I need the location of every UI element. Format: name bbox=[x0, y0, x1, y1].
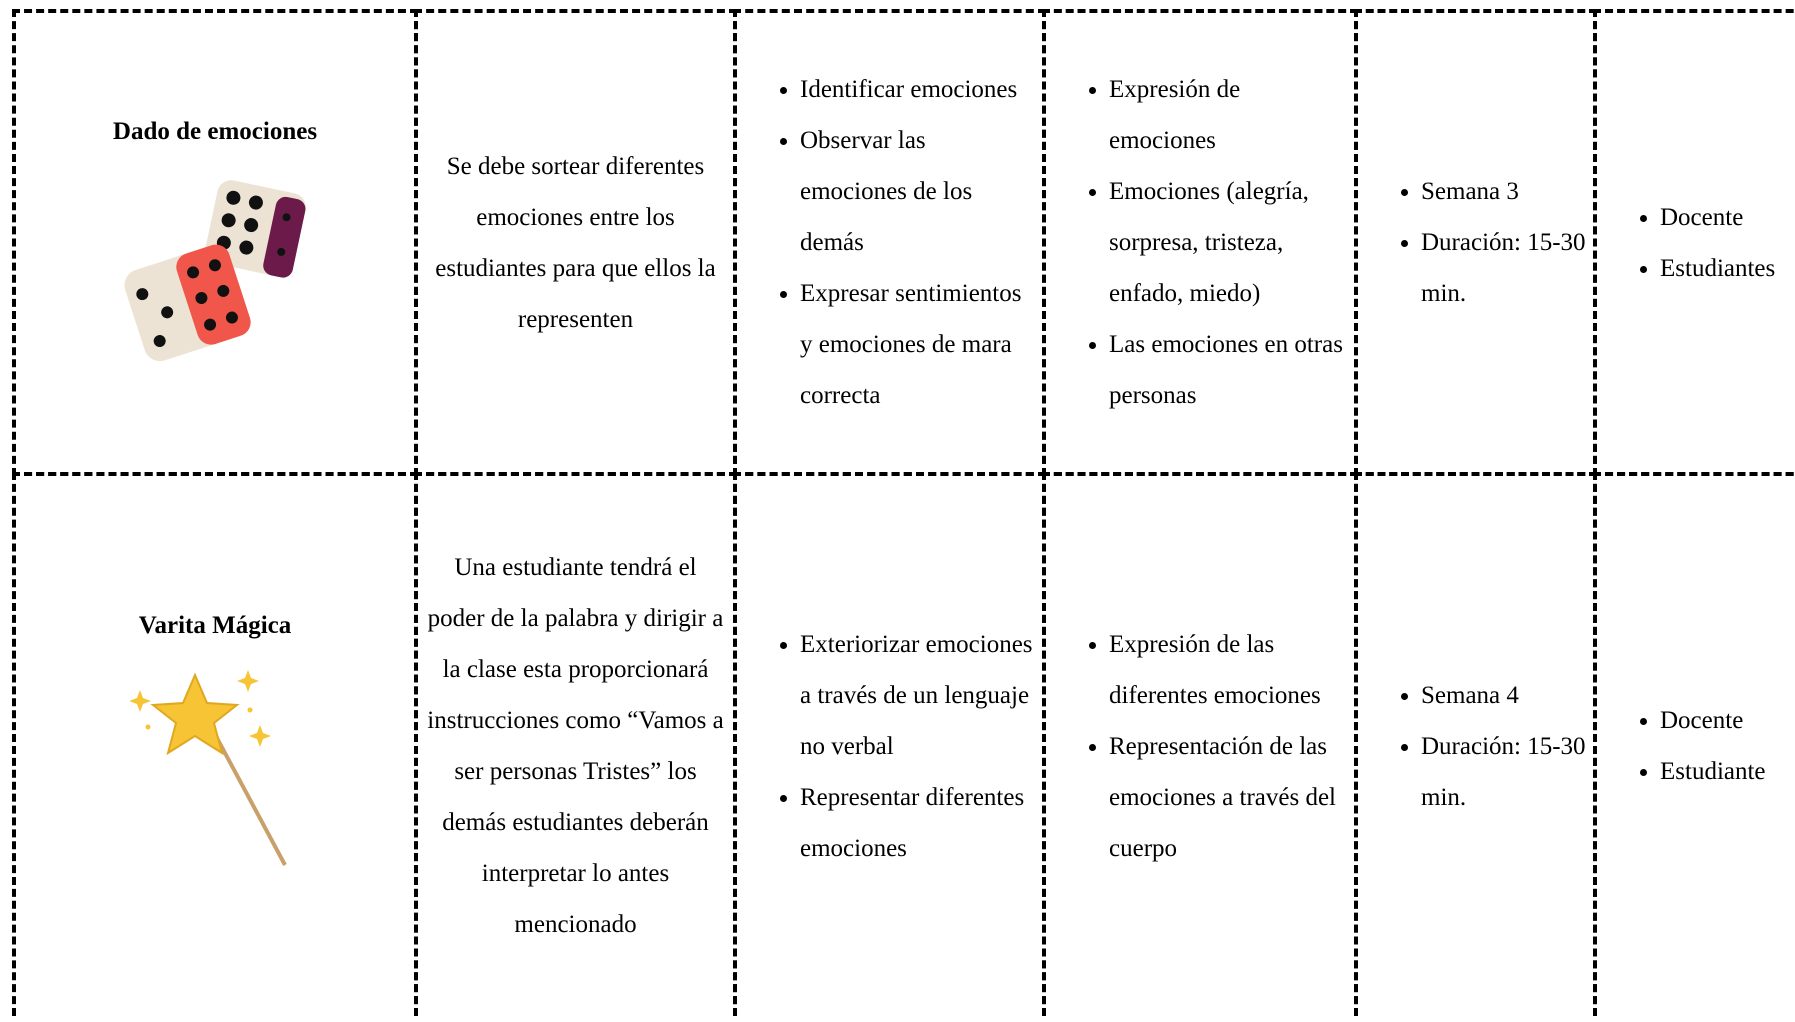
activity-name: Varita Mágica bbox=[138, 611, 292, 639]
resources-cell: DocenteEstudiante bbox=[1593, 472, 1795, 1016]
objectives-cell: Exteriorizar emociones a través de un le… bbox=[733, 472, 1046, 1016]
activity-icon bbox=[115, 171, 315, 379]
time-list: Semana 3Duración: 15-30 min. bbox=[1358, 166, 1593, 319]
objectives-cell: Identificar emocionesObservar las emocio… bbox=[733, 9, 1046, 476]
description: Se debe sortear diferentes emociones ent… bbox=[435, 152, 716, 333]
activity-cell: Varita Mágica bbox=[12, 472, 418, 1016]
contents-list: Expresión de las diferentes emocionesRep… bbox=[1046, 619, 1354, 874]
time-cell: Semana 4Duración: 15-30 min. bbox=[1354, 472, 1597, 1016]
content-item: Las emociones en otras personas bbox=[1109, 319, 1350, 421]
content-item: Representación de las emociones a través… bbox=[1109, 721, 1350, 874]
objective-item: Observar las emociones de los demás bbox=[800, 115, 1038, 268]
wand-icon bbox=[129, 669, 287, 866]
resource-item: Estudiante bbox=[1660, 746, 1795, 797]
description: Una estudiante tendrá el poder de la pal… bbox=[427, 554, 724, 938]
resource-item: Estudiantes bbox=[1660, 243, 1795, 294]
contents-cell: Expresión de las diferentes emocionesRep… bbox=[1042, 472, 1358, 1016]
activity-icon bbox=[129, 665, 300, 893]
resource-item: Docente bbox=[1660, 192, 1795, 243]
description-cell: Se debe sortear diferentes emociones ent… bbox=[414, 9, 737, 476]
dice-icon bbox=[124, 180, 306, 362]
content-item: Expresión de emociones bbox=[1109, 64, 1350, 166]
content-item: Emociones (alegría, sorpresa, tristeza, … bbox=[1109, 166, 1350, 319]
time-item: Semana 3 bbox=[1421, 166, 1589, 217]
resources-list: DocenteEstudiante bbox=[1597, 695, 1795, 797]
objectives-list: Identificar emocionesObservar las emocio… bbox=[737, 64, 1042, 421]
activity-name: Dado de emociones bbox=[112, 118, 318, 145]
resources-list: DocenteEstudiantes bbox=[1597, 192, 1795, 294]
activity-cell: Dado de emociones bbox=[12, 9, 418, 476]
time-cell: Semana 3Duración: 15-30 min. bbox=[1354, 9, 1597, 476]
time-list: Semana 4Duración: 15-30 min. bbox=[1358, 670, 1593, 823]
description-cell: Una estudiante tendrá el poder de la pal… bbox=[414, 472, 737, 1016]
resources-cell: DocenteEstudiantes bbox=[1593, 9, 1795, 476]
objective-item: Expresar sentimientos y emociones de mar… bbox=[800, 268, 1038, 421]
content-item: Expresión de las diferentes emociones bbox=[1109, 619, 1350, 721]
objective-item: Identificar emociones bbox=[800, 64, 1038, 115]
resource-item: Docente bbox=[1660, 695, 1795, 746]
time-item: Duración: 15-30 min. bbox=[1421, 217, 1589, 319]
contents-cell: Expresión de emocionesEmociones (alegría… bbox=[1042, 9, 1358, 476]
contents-list: Expresión de emocionesEmociones (alegría… bbox=[1046, 64, 1354, 421]
time-item: Duración: 15-30 min. bbox=[1421, 721, 1589, 823]
objective-item: Exteriorizar emociones a través de un le… bbox=[800, 619, 1038, 772]
time-item: Semana 4 bbox=[1421, 670, 1589, 721]
objective-item: Representar diferentes emociones bbox=[800, 772, 1038, 874]
objectives-list: Exteriorizar emociones a través de un le… bbox=[737, 619, 1042, 874]
